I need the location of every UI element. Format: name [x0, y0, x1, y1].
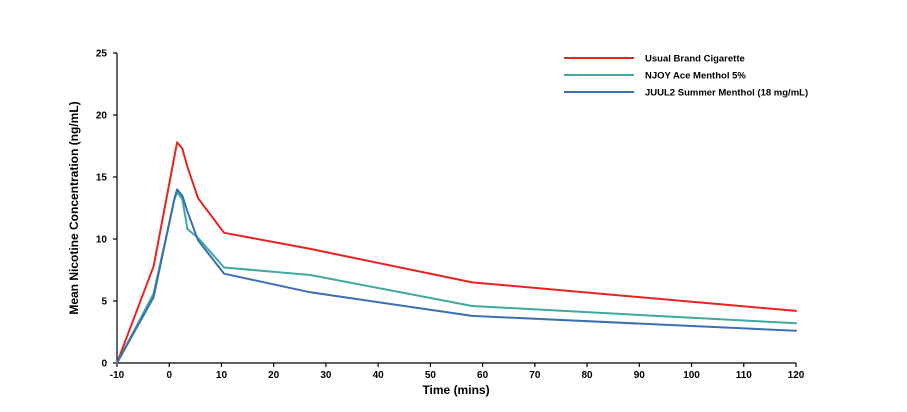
- y-axis-ticks: 0 5 10 15 20 25: [96, 49, 117, 370]
- x-tick-label: -10: [110, 370, 125, 381]
- x-tick-label: 40: [373, 370, 385, 381]
- x-tick-label: 0: [166, 370, 172, 381]
- x-tick-label: 70: [529, 370, 541, 381]
- y-axis-title: Mean Nicotine Concentration (ng/mL): [67, 101, 81, 314]
- x-tick-label: 120: [788, 370, 805, 381]
- x-tick-label: 90: [634, 370, 646, 381]
- series-line-2: [116, 190, 797, 364]
- x-axis-ticks: -10 0 10 20 30 40 50 60 70 80 90 100 110 120: [110, 363, 805, 381]
- legend-label: JUUL2 Summer Menthol (18 mg/mL): [645, 88, 808, 99]
- series-line-3: [116, 188, 797, 364]
- x-tick-label: 20: [268, 370, 280, 381]
- x-tick-label: 10: [216, 370, 228, 381]
- y-tick-label: 5: [101, 297, 107, 308]
- y-tick-label: 15: [96, 173, 108, 184]
- legend-label: NJOY Ace Menthol 5%: [645, 71, 746, 82]
- x-tick-label: 100: [683, 370, 700, 381]
- x-tick-label: 110: [736, 370, 753, 381]
- x-tick-label: 50: [425, 370, 437, 381]
- legend-label: Usual Brand Cigarette: [645, 54, 745, 65]
- x-tick-label: 60: [477, 370, 489, 381]
- y-tick-label: 0: [101, 359, 107, 370]
- x-axis-title: Time (mins): [422, 383, 489, 397]
- y-tick-label: 25: [96, 49, 108, 60]
- y-tick-label: 10: [96, 235, 108, 246]
- series-line-1: [116, 141, 797, 364]
- y-tick-label: 20: [96, 111, 108, 122]
- legend: Usual Brand Cigarette NJOY Ace Menthol 5%…: [564, 54, 808, 99]
- x-tick-label: 30: [320, 370, 332, 381]
- x-tick-label: 80: [582, 370, 594, 381]
- series-lines: [116, 141, 797, 364]
